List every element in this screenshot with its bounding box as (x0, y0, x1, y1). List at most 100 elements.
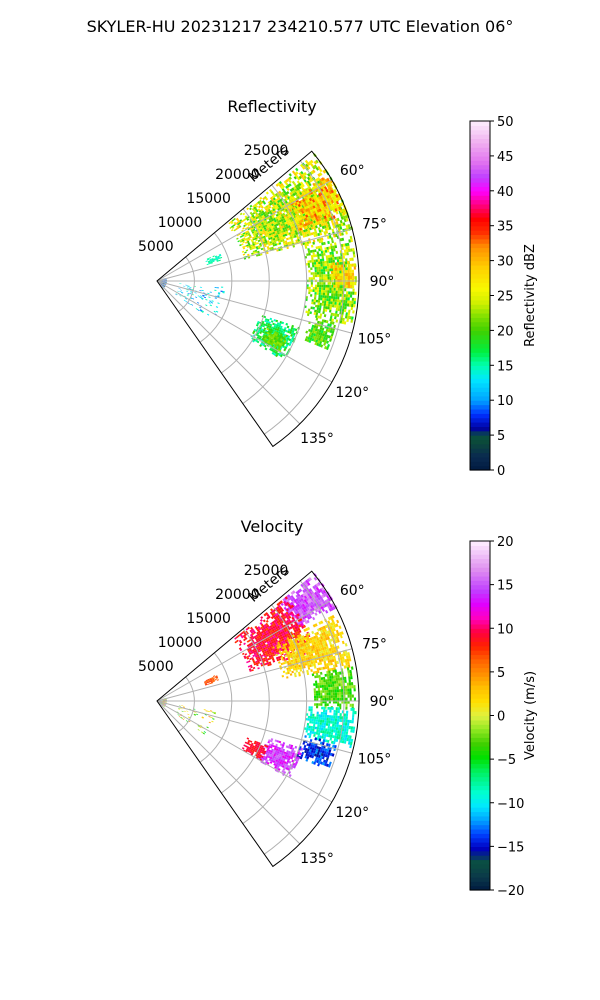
echo-gate (347, 688, 350, 692)
colorbar-segment (470, 667, 490, 673)
echo-gate (333, 675, 336, 679)
echo-gate (308, 328, 311, 332)
echo-gate (258, 212, 261, 216)
echo-gate (345, 285, 348, 288)
echo-gate (248, 234, 252, 237)
colorbar-tick-label: 20 (497, 324, 514, 339)
colorbar-segment (470, 286, 490, 292)
echo-gate (277, 326, 280, 330)
echo-gate (334, 313, 338, 317)
echo-gate (288, 179, 292, 184)
echo-gate (274, 216, 278, 220)
echo-gate (261, 210, 265, 214)
echo-gate (310, 282, 313, 285)
colorbar-tick-label: 25 (497, 290, 514, 305)
echo-gate (212, 718, 215, 720)
echo-gate (325, 303, 329, 307)
echo-gate (267, 208, 271, 212)
echo-gate (265, 205, 269, 209)
echo-gate (315, 167, 319, 171)
echo-gate (310, 178, 314, 182)
colorbar-segment (470, 807, 490, 813)
echo-gate (278, 233, 281, 237)
echo-gate (272, 236, 275, 239)
echo-gate (346, 725, 349, 729)
echo-gate (299, 211, 303, 215)
echo-gate (283, 329, 286, 332)
echo-gate (313, 207, 317, 211)
echo-gate (317, 687, 321, 691)
echo-gate (351, 694, 354, 698)
echo-gate (288, 227, 292, 231)
echo-gate (297, 207, 301, 211)
echo-gate (336, 721, 339, 725)
echo-gate (290, 194, 294, 198)
echo-gate (349, 703, 352, 707)
echo-gate (207, 683, 210, 685)
echo-gate (309, 720, 312, 724)
echo-gate (181, 705, 184, 706)
echo-gate (317, 253, 320, 257)
echo-gate (267, 220, 271, 224)
echo-gate (269, 323, 273, 327)
echo-gate (259, 233, 263, 236)
colorbar-segment (470, 404, 490, 410)
colorbar-segment (470, 356, 490, 362)
echo-gate (298, 186, 302, 190)
echo-gate (228, 221, 231, 225)
echo-gate (315, 259, 319, 262)
echo-gate (274, 204, 278, 208)
echo-gate (325, 284, 328, 288)
echo-gate (310, 196, 314, 201)
echo-gate (345, 697, 348, 701)
echo-gate (233, 217, 236, 221)
echo-gate (306, 202, 310, 206)
echo-gate (323, 682, 326, 685)
echo-gate (347, 266, 350, 270)
echo-gate (256, 247, 259, 250)
echo-gate (310, 206, 314, 210)
echo-gate (283, 198, 287, 202)
echo-gate (310, 272, 313, 275)
echo-gate (301, 216, 305, 220)
echo-gate (267, 235, 271, 239)
echo-gate (324, 266, 328, 269)
echo-gate (335, 204, 339, 209)
echo-gate (312, 327, 316, 331)
echo-gate (321, 177, 325, 181)
echo-gate (331, 287, 334, 291)
echo-gate (325, 214, 329, 219)
echo-gate (325, 320, 329, 324)
azimuth-tick-label: 90° (370, 694, 395, 710)
echo-gate (335, 710, 338, 713)
echo-gate (303, 226, 306, 230)
echo-gate (242, 253, 246, 256)
echo-gate (251, 217, 254, 220)
echo-gate (284, 195, 288, 199)
echo-gate (288, 232, 292, 235)
colorbar-segment (470, 382, 490, 388)
colorbar-segment (470, 780, 490, 786)
echo-gate (325, 681, 328, 685)
echo-gate (259, 204, 263, 208)
echo-gate (306, 183, 310, 188)
echo-gate (322, 206, 326, 211)
echo-gate (347, 224, 351, 228)
echo-gate (263, 323, 266, 326)
echo-gate (272, 242, 275, 245)
echo-gate (325, 198, 329, 203)
echo-gate (331, 675, 334, 679)
echo-gate (334, 208, 338, 212)
echo-gate (273, 194, 277, 198)
echo-gate (313, 693, 317, 696)
echo-gate (328, 301, 331, 305)
echo-gate (315, 212, 319, 216)
echo-gate (321, 253, 324, 257)
echo-gate (314, 309, 317, 313)
echo-gate (350, 238, 353, 243)
echo-gate (281, 194, 285, 198)
figure-title: SKYLER-HU 20231217 234210.577 UTC Elevat… (87, 17, 514, 36)
echo-gate (238, 225, 242, 228)
echo-gate (304, 246, 308, 249)
echo-gate (335, 712, 338, 716)
